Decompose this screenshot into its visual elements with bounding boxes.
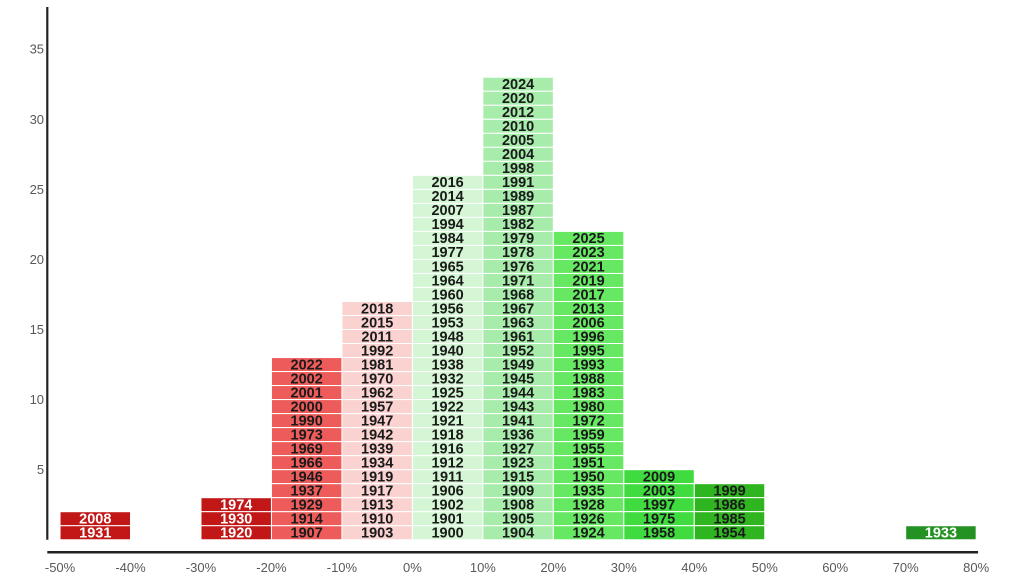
- svg-text:-50%: -50%: [45, 560, 76, 575]
- svg-text:1920: 1920: [220, 526, 252, 542]
- svg-text:-20%: -20%: [256, 560, 287, 575]
- svg-text:20%: 20%: [540, 560, 566, 575]
- svg-text:10%: 10%: [470, 560, 496, 575]
- svg-text:5: 5: [37, 462, 44, 477]
- svg-text:50%: 50%: [752, 560, 778, 575]
- svg-text:-40%: -40%: [115, 560, 146, 575]
- svg-text:30%: 30%: [611, 560, 637, 575]
- svg-text:1903: 1903: [361, 526, 393, 542]
- svg-text:60%: 60%: [822, 560, 848, 575]
- svg-text:70%: 70%: [893, 560, 919, 575]
- svg-text:1954: 1954: [713, 526, 745, 542]
- svg-text:1933: 1933: [925, 526, 957, 542]
- svg-text:0%: 0%: [403, 560, 422, 575]
- svg-text:20: 20: [30, 252, 44, 267]
- svg-text:10: 10: [30, 392, 44, 407]
- svg-text:1931: 1931: [79, 526, 111, 542]
- svg-text:25: 25: [30, 182, 44, 197]
- svg-text:-10%: -10%: [327, 560, 358, 575]
- svg-text:35: 35: [30, 42, 44, 57]
- svg-text:1904: 1904: [502, 526, 534, 542]
- svg-text:30: 30: [30, 112, 44, 127]
- svg-text:1958: 1958: [643, 526, 675, 542]
- svg-text:80%: 80%: [963, 560, 989, 575]
- svg-text:40%: 40%: [681, 560, 707, 575]
- svg-text:1924: 1924: [572, 526, 604, 542]
- svg-text:-30%: -30%: [186, 560, 217, 575]
- svg-text:15: 15: [30, 322, 44, 337]
- svg-text:1900: 1900: [431, 526, 463, 542]
- svg-text:1907: 1907: [291, 526, 323, 542]
